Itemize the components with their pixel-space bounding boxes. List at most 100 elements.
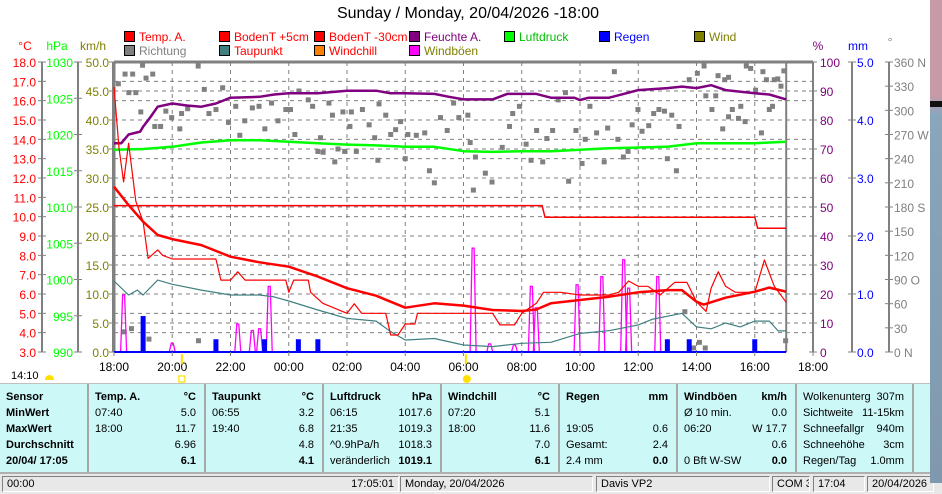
stat-value: 2.4 (652, 439, 668, 451)
direction-point (201, 86, 207, 92)
extra-label: Regen/Tag (803, 455, 857, 467)
humidity-tick-label: 30 (820, 259, 834, 273)
legend-swatch (314, 45, 325, 56)
temp-tick-label: 3.0 (19, 346, 36, 360)
moon-icon (178, 375, 186, 383)
x-tick-label: 02:00 (332, 360, 362, 374)
rain-bar (295, 339, 301, 352)
series-luftdruck (113, 139, 787, 154)
direction-point (742, 119, 748, 125)
humidity-tick-label: 100 (820, 56, 840, 70)
x-tick-label: 10:00 (565, 360, 595, 374)
stat-value: 5.0 (180, 407, 196, 419)
direction-point (163, 108, 169, 114)
direction-point (694, 70, 700, 76)
stat-header: Windchill °C (442, 389, 558, 405)
rain-bar (752, 339, 758, 352)
table-row: 21:35 1019.3 (324, 421, 440, 437)
stat-value: 5.1 (534, 407, 550, 419)
temp-tick-label: 14.0 (13, 133, 37, 147)
direction-unit-label: ° (888, 35, 893, 49)
legend-label: Richtung (139, 44, 187, 58)
direction-tick-label: 120 (894, 249, 914, 263)
direction-point (482, 170, 488, 176)
direction-point (499, 144, 505, 150)
legend-item: BodenT -30cm (314, 31, 408, 44)
rain-bar (315, 339, 321, 352)
direction-point (753, 87, 759, 93)
stat-unit: km/h (761, 391, 787, 403)
direction-point (702, 345, 708, 351)
direction-point (138, 109, 144, 115)
temp-tick-label: 4.0 (19, 327, 36, 341)
direction-point (133, 90, 139, 96)
stat-value: 6.8 (298, 423, 314, 435)
table-row: Sensor (0, 389, 87, 405)
gust-spike (654, 275, 662, 353)
direction-point (516, 103, 522, 109)
direction-point (472, 154, 478, 160)
direction-point (489, 179, 495, 185)
legend-swatch (694, 31, 705, 42)
legend-item: Wind (694, 31, 736, 44)
x-tick-label: 14:00 (681, 360, 711, 374)
direction-tick-label: 360 N (894, 56, 926, 70)
direction-point (340, 109, 346, 115)
gust-spike (248, 329, 256, 353)
direction-point (579, 161, 585, 166)
gust-spike (469, 247, 477, 353)
direction-point (456, 115, 462, 121)
legend-item: Taupunkt (219, 45, 283, 58)
legend-label: BodenT +5cm (234, 30, 309, 44)
stat-value: 4.1 (298, 455, 314, 467)
pressure-tick-label: 1010 (46, 201, 73, 215)
gust-spike (119, 294, 128, 353)
table-row: 4.8 (206, 437, 322, 453)
status-bar: 00:00 17:05:01 Monday, 20/04/2026 Davis … (0, 472, 942, 494)
table-row: 6.96 (89, 437, 204, 453)
rain-unit-label: mm (848, 39, 868, 53)
speed-tick-label: 5.0 (92, 317, 109, 331)
status-last-date: 20/04/2026 (867, 476, 934, 492)
extra-label: Sichtweite (803, 407, 854, 419)
direction-point (388, 132, 394, 137)
gust-spike (255, 328, 264, 353)
speed-unit-label: km/h (80, 39, 106, 53)
direction-point (130, 71, 136, 77)
sun-icon (462, 375, 471, 383)
pressure-tick-label: 1025 (46, 92, 73, 106)
direction-point (375, 157, 381, 163)
direction-point (305, 97, 311, 103)
chart-title: Sunday / Monday, 20/04/2026 -18:00 (336, 5, 600, 22)
stat-value: 0.0 (771, 455, 787, 467)
direction-point (470, 187, 476, 193)
speed-tick-label: 10.0 (86, 288, 110, 302)
direction-point (582, 136, 588, 142)
direction-point (335, 146, 341, 152)
direction-point (126, 90, 132, 96)
direction-point (611, 69, 617, 75)
temp-tick-label: 15.0 (13, 114, 37, 128)
rain-tick-label: 3.0 (857, 172, 874, 186)
stat-value: 6.96 (174, 439, 196, 451)
table-row: 19:05 0.6 (560, 421, 676, 437)
direction-point (735, 115, 741, 121)
stat-name: Temp. A. (95, 391, 141, 403)
direction-point (682, 309, 688, 315)
direction-point (206, 111, 212, 117)
direction-point (669, 112, 675, 118)
direction-point (713, 93, 719, 99)
series-temp-a- (113, 185, 787, 313)
direction-point (523, 141, 529, 147)
extra-value: 307m (876, 391, 904, 403)
table-row: Sichtweite 11-15km (797, 405, 912, 421)
x-tick-label: 22:00 (215, 360, 245, 374)
direction-point (115, 81, 121, 87)
direction-point (696, 339, 702, 345)
direction-point (743, 63, 749, 69)
direction-point (143, 75, 149, 81)
direction-point (748, 65, 754, 71)
direction-point (413, 132, 419, 138)
direction-tick-label: 90 O (894, 274, 920, 288)
direction-tick-label: 210 (894, 177, 914, 191)
